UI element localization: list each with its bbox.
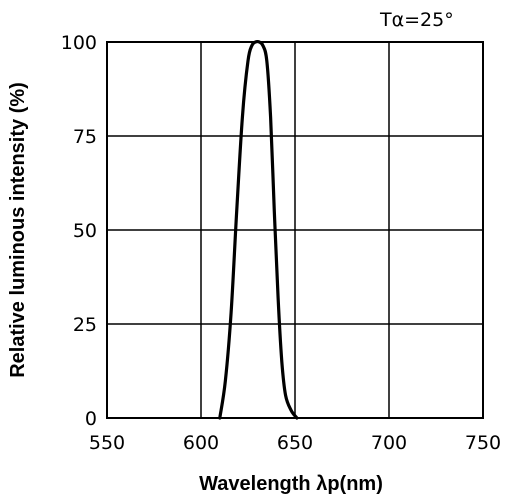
series-line [218, 39, 299, 420]
x-tick-label: 550 [89, 432, 125, 454]
temperature-annotation: Tα=25° [379, 9, 454, 31]
y-tick-label: 50 [73, 220, 97, 242]
y-tick-label: 75 [73, 126, 97, 148]
x-tick-label: 600 [183, 432, 219, 454]
y-tick-label: 0 [85, 408, 97, 430]
x-tick-label: 750 [465, 432, 501, 454]
grid-lines [107, 42, 483, 418]
y-tick-label: 100 [61, 32, 97, 54]
x-axis-label: Wavelength λp(nm) [199, 473, 383, 495]
x-tick-label: 650 [277, 432, 313, 454]
y-axis-label: Relative luminous intensity (%) [7, 82, 29, 378]
tick-labels: 550 600 650 700 750 0 25 50 75 100 [61, 32, 501, 454]
x-tick-label: 700 [371, 432, 407, 454]
y-tick-label: 25 [73, 314, 97, 336]
